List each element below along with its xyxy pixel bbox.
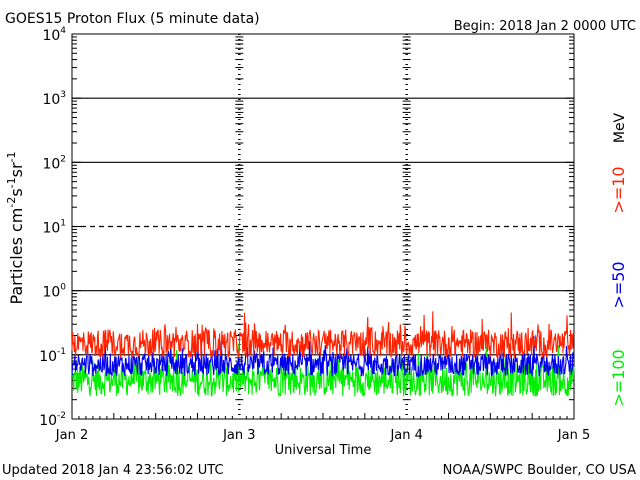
- y-label-sup2: -1: [5, 177, 18, 188]
- x-tick-label: Jan 3: [222, 428, 255, 443]
- legend-label-100: >=100: [609, 349, 628, 406]
- y-tick-label: 100: [42, 283, 66, 301]
- updated-timestamp: Updated 2018 Jan 4 23:56:02 UTC: [2, 463, 224, 478]
- y-label-mid2: sr: [7, 162, 26, 177]
- legend-unit: MeV: [612, 112, 628, 143]
- y-tick-label: 104: [42, 26, 66, 44]
- x-tick-label: Jan 5: [557, 428, 590, 443]
- y-axis-ticks: 104 103 102 101 100 10-1 10-2: [39, 26, 574, 429]
- y-label-mid1: s: [7, 188, 26, 196]
- x-tick-label: Jan 2: [55, 428, 88, 443]
- y-label-base: Particles cm: [7, 208, 26, 305]
- y-tick-label: 10-1: [39, 347, 66, 365]
- series-layer: [71, 311, 575, 398]
- legend-label-50: >=50: [609, 261, 628, 308]
- y-label-sup3: -1: [5, 151, 18, 162]
- series-line-0: [71, 311, 575, 359]
- source-credit: NOAA/SWPC Boulder, CO USA: [443, 463, 636, 478]
- x-tick-label: Jan 4: [389, 428, 422, 443]
- y-axis-label: Particles cm-2s-1sr-1: [5, 151, 26, 304]
- reference-lines: [72, 97, 574, 356]
- y-label-sup1: -2: [5, 197, 18, 208]
- chart-title: GOES15 Proton Flux (5 minute data): [5, 11, 260, 27]
- y-tick-label: 102: [42, 154, 66, 172]
- x-axis-label: Universal Time: [275, 443, 372, 458]
- x-axis-tick-labels: Jan 2 Jan 3 Jan 4 Jan 5: [55, 413, 590, 443]
- y-tick-label: 101: [42, 219, 66, 237]
- begin-label: Begin: 2018 Jan 2 0000 UTC: [454, 19, 636, 34]
- legend-label-10: >=10: [609, 166, 628, 213]
- y-tick-label: 103: [42, 90, 66, 108]
- y-tick-label: 10-2: [39, 411, 66, 429]
